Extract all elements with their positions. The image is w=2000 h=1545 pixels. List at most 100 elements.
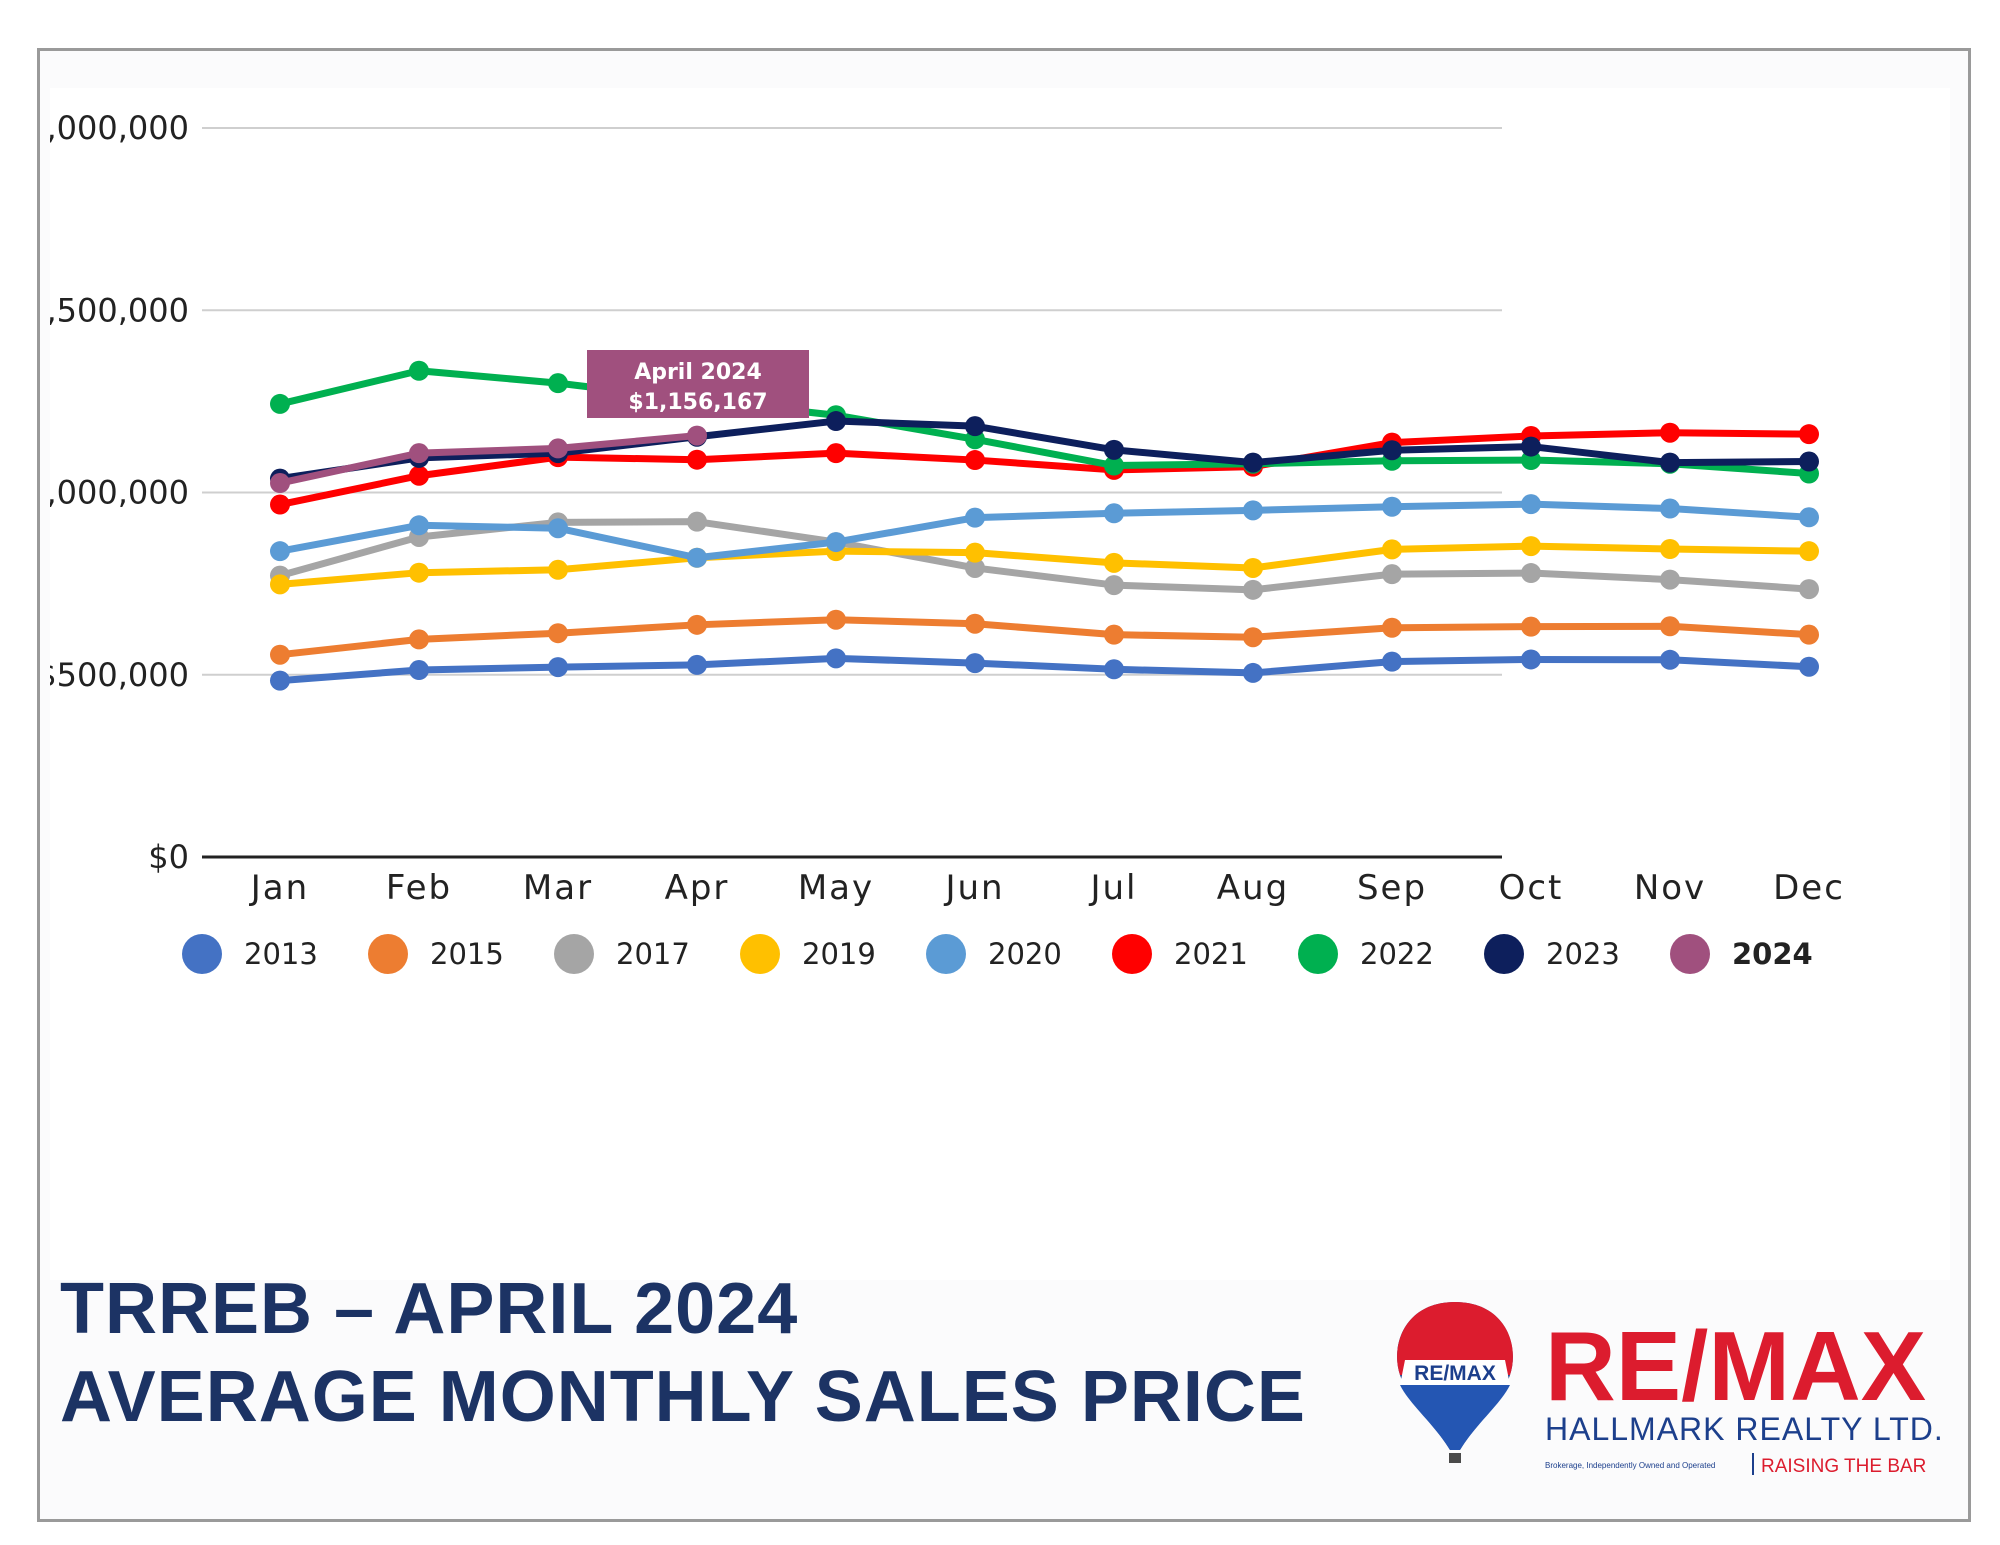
data-point-2015 bbox=[1521, 616, 1541, 637]
legend-marker-2015 bbox=[368, 934, 408, 974]
data-point-2019 bbox=[1521, 536, 1541, 557]
data-point-2022 bbox=[1104, 455, 1124, 476]
x-tick-label: Oct bbox=[1499, 868, 1564, 908]
data-point-2021 bbox=[826, 443, 846, 464]
data-point-2013 bbox=[1521, 649, 1541, 670]
annotation-value: $1,156,167 bbox=[628, 390, 767, 415]
chart-area: $0 $500,000 $1,000,000 $1,500,000 $2,000,000… bbox=[50, 88, 1950, 1280]
data-point-2022 bbox=[270, 393, 290, 414]
data-point-2021 bbox=[1799, 424, 1819, 445]
x-tick-label: Sep bbox=[1357, 868, 1427, 908]
data-point-2013 bbox=[1660, 649, 1680, 670]
y-tick-label: $500,000 bbox=[50, 656, 189, 694]
data-point-2023 bbox=[826, 411, 846, 432]
page-title: TRREB – APRIL 2024 AVERAGE MONTHLY SALES… bbox=[60, 1265, 1360, 1441]
legend-marker-2019 bbox=[740, 934, 780, 974]
legend-marker-2024 bbox=[1670, 934, 1710, 974]
x-tick-label: Nov bbox=[1634, 868, 1706, 908]
data-point-2013 bbox=[270, 670, 290, 691]
data-point-2024 bbox=[548, 438, 568, 459]
data-point-2023 bbox=[1660, 452, 1680, 473]
x-tick-label: Feb bbox=[386, 868, 452, 908]
data-point-2019 bbox=[1382, 539, 1402, 560]
y-tick-label: $2,000,000 bbox=[50, 109, 189, 147]
data-point-2017 bbox=[1382, 564, 1402, 585]
data-point-2017 bbox=[1799, 579, 1819, 600]
logo-fine-print: Brokerage, Independently Owned and Opera… bbox=[1545, 1461, 1715, 1470]
data-point-2020 bbox=[1660, 498, 1680, 519]
data-point-2013 bbox=[1243, 662, 1263, 683]
data-point-2024 bbox=[270, 473, 290, 494]
data-point-2020 bbox=[1799, 507, 1819, 528]
data-point-2024 bbox=[687, 425, 707, 446]
legend-label-2022: 2022 bbox=[1360, 937, 1434, 971]
data-point-2015 bbox=[1799, 624, 1819, 645]
data-point-2023 bbox=[1104, 439, 1124, 460]
x-tick-label: Jul bbox=[1088, 868, 1137, 908]
title-line-1: TRREB – APRIL 2024 bbox=[60, 1269, 799, 1349]
series-line-2019 bbox=[276, 542, 1813, 588]
legend-label-2021: 2021 bbox=[1174, 937, 1248, 971]
data-point-2022 bbox=[548, 373, 568, 394]
data-point-2015 bbox=[1660, 616, 1680, 637]
legend-label-2013: 2013 bbox=[244, 937, 318, 971]
data-point-2013 bbox=[1382, 651, 1402, 672]
data-point-2017 bbox=[687, 511, 707, 532]
y-tick-label: $1,000,000 bbox=[50, 474, 189, 512]
data-point-2013 bbox=[826, 648, 846, 669]
data-point-2013 bbox=[687, 654, 707, 675]
x-tick-label: May bbox=[798, 868, 874, 908]
data-point-2015 bbox=[1104, 624, 1124, 645]
data-point-2020 bbox=[687, 547, 707, 568]
data-point-2015 bbox=[1382, 617, 1402, 638]
data-point-2017 bbox=[1243, 579, 1263, 600]
legend-marker-2021 bbox=[1112, 934, 1152, 974]
data-point-2023 bbox=[1799, 451, 1819, 472]
data-point-2019 bbox=[1799, 541, 1819, 562]
data-point-2015 bbox=[1243, 627, 1263, 648]
data-point-2024 bbox=[409, 443, 429, 464]
x-tick-label: Jun bbox=[943, 868, 1004, 908]
y-tick-label: $1,500,000 bbox=[50, 291, 189, 329]
data-point-2022 bbox=[409, 360, 429, 381]
data-point-2020 bbox=[1104, 503, 1124, 524]
data-point-2013 bbox=[1799, 656, 1819, 677]
data-point-2020 bbox=[965, 507, 985, 528]
data-point-2021 bbox=[409, 465, 429, 486]
x-tick-label: Aug bbox=[1217, 868, 1289, 908]
logo-tagline: RAISING THE BAR bbox=[1761, 1456, 1926, 1477]
annotation-label: April 2024 bbox=[634, 360, 762, 385]
data-point-2019 bbox=[965, 542, 985, 563]
data-point-2017 bbox=[1660, 569, 1680, 590]
data-point-2020 bbox=[548, 518, 568, 539]
data-point-2023 bbox=[1521, 436, 1541, 457]
x-tick-label: Apr bbox=[665, 868, 730, 908]
line-chart: $0 $500,000 $1,000,000 $1,500,000 $2,000,000… bbox=[50, 109, 1843, 974]
legend-label-2020: 2020 bbox=[988, 937, 1062, 971]
data-point-2017 bbox=[1521, 563, 1541, 584]
data-point-2020 bbox=[1243, 500, 1263, 521]
x-tick-label: Jan bbox=[249, 868, 309, 908]
data-point-2019 bbox=[1660, 538, 1680, 559]
series-line-2015 bbox=[276, 616, 1813, 659]
data-point-2013 bbox=[409, 660, 429, 681]
data-point-2015 bbox=[826, 609, 846, 630]
data-point-2019 bbox=[1243, 557, 1263, 578]
data-point-2015 bbox=[409, 629, 429, 650]
data-point-2023 bbox=[965, 416, 985, 437]
data-point-2019 bbox=[409, 562, 429, 583]
series-line-2022 bbox=[276, 367, 1813, 478]
series-line-2021 bbox=[276, 429, 1813, 509]
balloon-label: RE/MAX bbox=[1414, 1362, 1496, 1385]
logo-brand: RE/MAX bbox=[1545, 1311, 1926, 1421]
legend-marker-2023 bbox=[1484, 934, 1524, 974]
legend-marker-2020 bbox=[926, 934, 966, 974]
data-point-2015 bbox=[548, 623, 568, 644]
data-point-2021 bbox=[270, 494, 290, 515]
legend-label-2023: 2023 bbox=[1546, 937, 1620, 971]
data-point-2015 bbox=[687, 614, 707, 635]
data-point-2017 bbox=[965, 557, 985, 578]
x-tick-label: Mar bbox=[523, 868, 593, 908]
data-point-2021 bbox=[1660, 422, 1680, 443]
legend-label-2019: 2019 bbox=[802, 937, 876, 971]
